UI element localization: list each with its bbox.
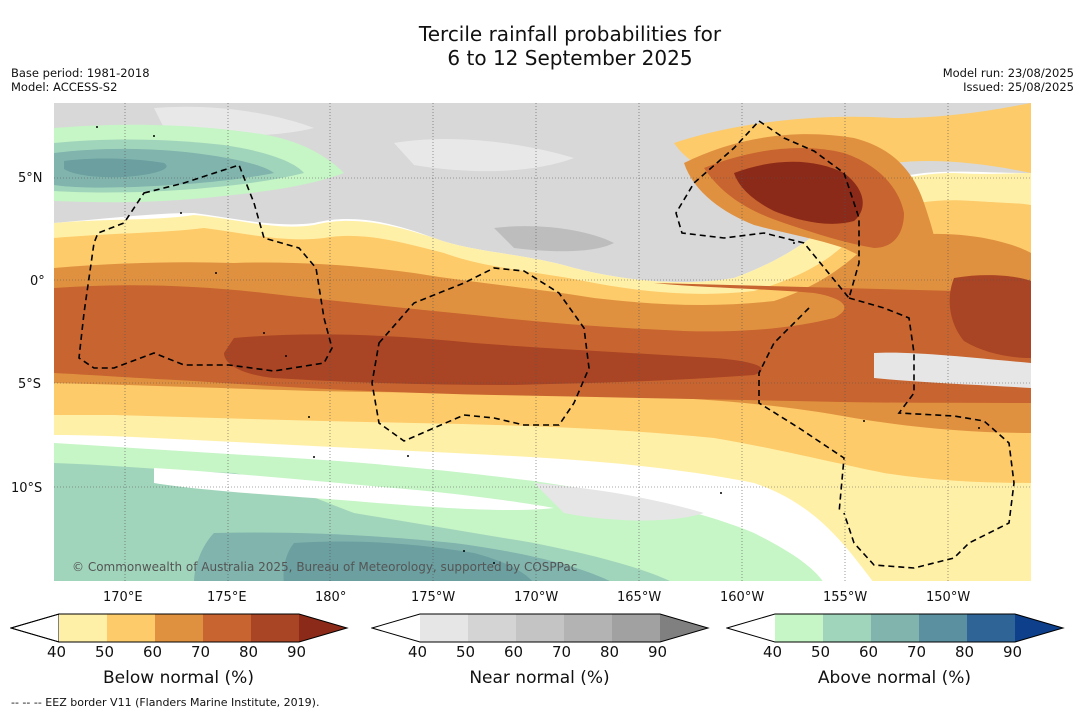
white-gap-south [154, 468, 554, 511]
eez-borders [78, 119, 1015, 569]
lon-label-170w: 170°W [514, 590, 559, 605]
eez-border-line-islands [675, 119, 860, 514]
colorbar-near-tick-40: 40 [408, 643, 428, 661]
meta-left: Base period: 1981-2018 Model: ACCESS-S2 [11, 66, 150, 94]
eez-border-kiribati-gilbert [78, 164, 333, 372]
colorbar-below-normal: 40 50 60 70 80 90 Below normal (%) [9, 613, 350, 703]
island-markers [96, 126, 980, 564]
colorbar-near-tick-90: 90 [648, 643, 668, 661]
near-normal-dark-patch-1 [494, 226, 614, 252]
colorbar-above-swatch-0 [775, 614, 823, 642]
colorbar-above-tick-80: 80 [955, 643, 975, 661]
colorbar-above-swatch-4 [967, 614, 1015, 642]
colorbar-below-swatch-4 [251, 614, 299, 642]
graticule [54, 103, 1031, 581]
colorbar-above-normal: 40 50 60 70 80 90 Above normal (%) [725, 613, 1066, 703]
meta-right: Model run: 23/08/2025 Issued: 25/08/2025 [943, 66, 1074, 94]
colorbar-below-swatch-2 [155, 614, 203, 642]
lon-label-160w: 160°W [720, 590, 765, 605]
colorbar-below-swatch-1 [107, 614, 155, 642]
colorbar-near-right-cap [660, 614, 708, 642]
colorbar-above-right-cap [1015, 614, 1063, 642]
colorbar-near-tick-60: 60 [504, 643, 524, 661]
eez-border-cook-north [843, 297, 1015, 569]
colorbar-above-tick-70: 70 [907, 643, 927, 661]
title-line-2: 6 to 12 September 2025 [447, 46, 693, 70]
colorbar-near-swatch-3 [564, 614, 612, 642]
model-run-text: Model run: 23/08/2025 [942, 66, 1074, 80]
colorbar-below-tick-80: 80 [239, 643, 259, 661]
colorbar-above-tick-60: 60 [859, 643, 879, 661]
lon-label-165w: 165°W [617, 590, 662, 605]
colorbar-below-tick-70: 70 [191, 643, 211, 661]
colorbar-near-tick-70: 70 [552, 643, 572, 661]
colorbar-above-swatch-3 [919, 614, 967, 642]
colorbar-above-swatch-1 [823, 614, 871, 642]
colorbar-near-swatch-1 [468, 614, 516, 642]
above-normal-south-4 [283, 541, 533, 581]
lon-label-170e: 170°E [103, 590, 143, 605]
colorbar-near-caption: Near normal (%) [469, 668, 610, 688]
lon-label-175w: 175°W [411, 590, 456, 605]
lat-label-0: 0° [30, 274, 45, 289]
colorbar-near-swatch-2 [516, 614, 564, 642]
colorbar-above-tick-40: 40 [763, 643, 783, 661]
colorbar-above-swatch-2 [871, 614, 919, 642]
colorbar-near-tick-50: 50 [456, 643, 476, 661]
colorbar-near-swatch-4 [612, 614, 660, 642]
issued-text: Issued: 25/08/2025 [963, 80, 1074, 94]
map-canvas: © Commonwealth of Australia 2025, Bureau… [54, 103, 1031, 581]
colorbar-above-normal-graphic [725, 613, 1065, 643]
colorbar-below-tick-90: 90 [287, 643, 307, 661]
eez-footnote: -- -- -- EEZ border V11 (Flanders Marine… [11, 696, 320, 709]
colorbar-below-tick-50: 50 [95, 643, 115, 661]
lat-label-10s: 10°S [11, 481, 43, 496]
map-title: Tercile rainfall probabilities for 6 to … [0, 22, 1085, 70]
lon-label-175e: 175°E [207, 590, 247, 605]
colorbar-near-normal-graphic [370, 613, 710, 643]
lon-label-150w: 150°W [926, 590, 971, 605]
colorbar-near-normal: 40 50 60 70 80 90 Near normal (%) [370, 613, 711, 703]
colorbar-near-left-cap [372, 614, 420, 642]
title-line-1: Tercile rainfall probabilities for [418, 22, 722, 46]
colorbar-above-left-cap [727, 614, 775, 642]
below-normal-northeast-core [734, 161, 863, 224]
copyright-text: © Commonwealth of Australia 2025, Bureau… [72, 560, 577, 574]
colorbar-near-tick-80: 80 [600, 643, 620, 661]
colorbar-above-tick-50: 50 [811, 643, 831, 661]
near-normal-south-patch [534, 483, 704, 521]
colorbar-below-right-cap [299, 614, 347, 642]
colorbar-above-caption: Above normal (%) [817, 668, 972, 688]
colorbar-below-caption: Below normal (%) [103, 668, 254, 688]
lat-label-5s: 5°S [18, 377, 42, 392]
forecast-map: © Commonwealth of Australia 2025, Bureau… [54, 103, 1031, 581]
above-normal-northwest-4 [64, 158, 167, 178]
base-period-text: Base period: 1981-2018 [11, 66, 150, 80]
model-text: Model: ACCESS-S2 [11, 80, 118, 94]
colorbar-near-swatch-0 [420, 614, 468, 642]
lon-label-180: 180° [315, 590, 347, 605]
colorbar-below-tick-40: 40 [47, 643, 67, 661]
colorbar-below-tick-60: 60 [143, 643, 163, 661]
below-normal-east [949, 275, 1031, 358]
lon-label-155w: 155°W [823, 590, 868, 605]
below-normal-core [224, 334, 762, 385]
colorbar-below-swatch-3 [203, 614, 251, 642]
colorbar-below-left-cap [9, 613, 60, 643]
lat-label-5n: 5°N [18, 171, 43, 186]
eez-border-tuvalu-phoenix [371, 267, 590, 442]
colorbar-above-tick-90: 90 [1003, 643, 1023, 661]
colorbar-below-swatch-0 [59, 614, 107, 642]
near-normal-light-patch [394, 138, 574, 172]
colorbar-below-normal-graphic [9, 613, 349, 643]
